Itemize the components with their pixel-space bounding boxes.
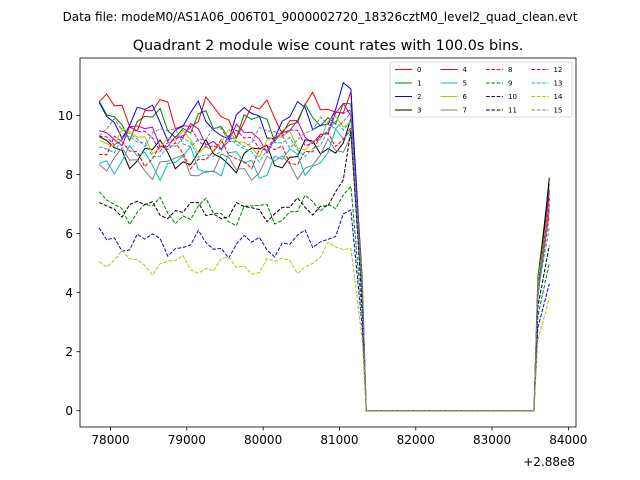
chart-title: Quadrant 2 module wise count rates with … (133, 38, 524, 54)
y-tick-label: 0 (65, 404, 73, 418)
axes-frame (79, 57, 577, 428)
legend-label-11: 11 (508, 107, 517, 115)
x-tick-label: 79000 (168, 433, 206, 447)
legend-label-1: 1 (417, 80, 421, 88)
legend-label-13: 13 (554, 80, 563, 88)
y-tick-label: 8 (65, 168, 73, 182)
legend-label-8: 8 (508, 66, 512, 74)
legend-label-4: 4 (463, 66, 468, 74)
x-tick-label: 78000 (91, 433, 129, 447)
x-tick-label: 84000 (549, 433, 587, 447)
y-tick-label: 2 (65, 345, 73, 359)
y-tick-label: 10 (58, 109, 73, 123)
legend-label-6: 6 (463, 93, 468, 101)
series-line-15 (98, 111, 550, 412)
legend-label-14: 14 (554, 93, 563, 101)
x-tick-label: 81000 (320, 433, 358, 447)
legend-label-9: 9 (508, 80, 512, 88)
legend-label-5: 5 (463, 80, 467, 88)
x-tick-label: 83000 (473, 433, 511, 447)
legend-label-7: 7 (463, 107, 467, 115)
x-tick-label: 80000 (244, 433, 282, 447)
x-offset-label: +2.88e8 (523, 455, 575, 469)
axes: 78000 79000 80000 81000 82000 83000 84000 0 2 4 6 8… (58, 57, 587, 447)
plot-area (98, 81, 550, 412)
y-tick-label: 6 (65, 227, 73, 241)
legend-label-10: 10 (508, 93, 517, 101)
legend-label-15: 15 (554, 107, 563, 115)
series-line-13 (98, 120, 550, 412)
x-tick-label: 82000 (397, 433, 435, 447)
legend-label-12: 12 (554, 66, 563, 74)
series-line-14 (98, 241, 550, 412)
y-tick-label: 4 (65, 286, 73, 300)
legend-label-0: 0 (417, 66, 421, 74)
legend-label-3: 3 (417, 107, 421, 115)
legend-label-2: 2 (417, 93, 421, 101)
legend-box (389, 61, 573, 118)
figure-suptitle: Data file: modeM0/AS1A06_006T01_90000027… (63, 10, 578, 24)
